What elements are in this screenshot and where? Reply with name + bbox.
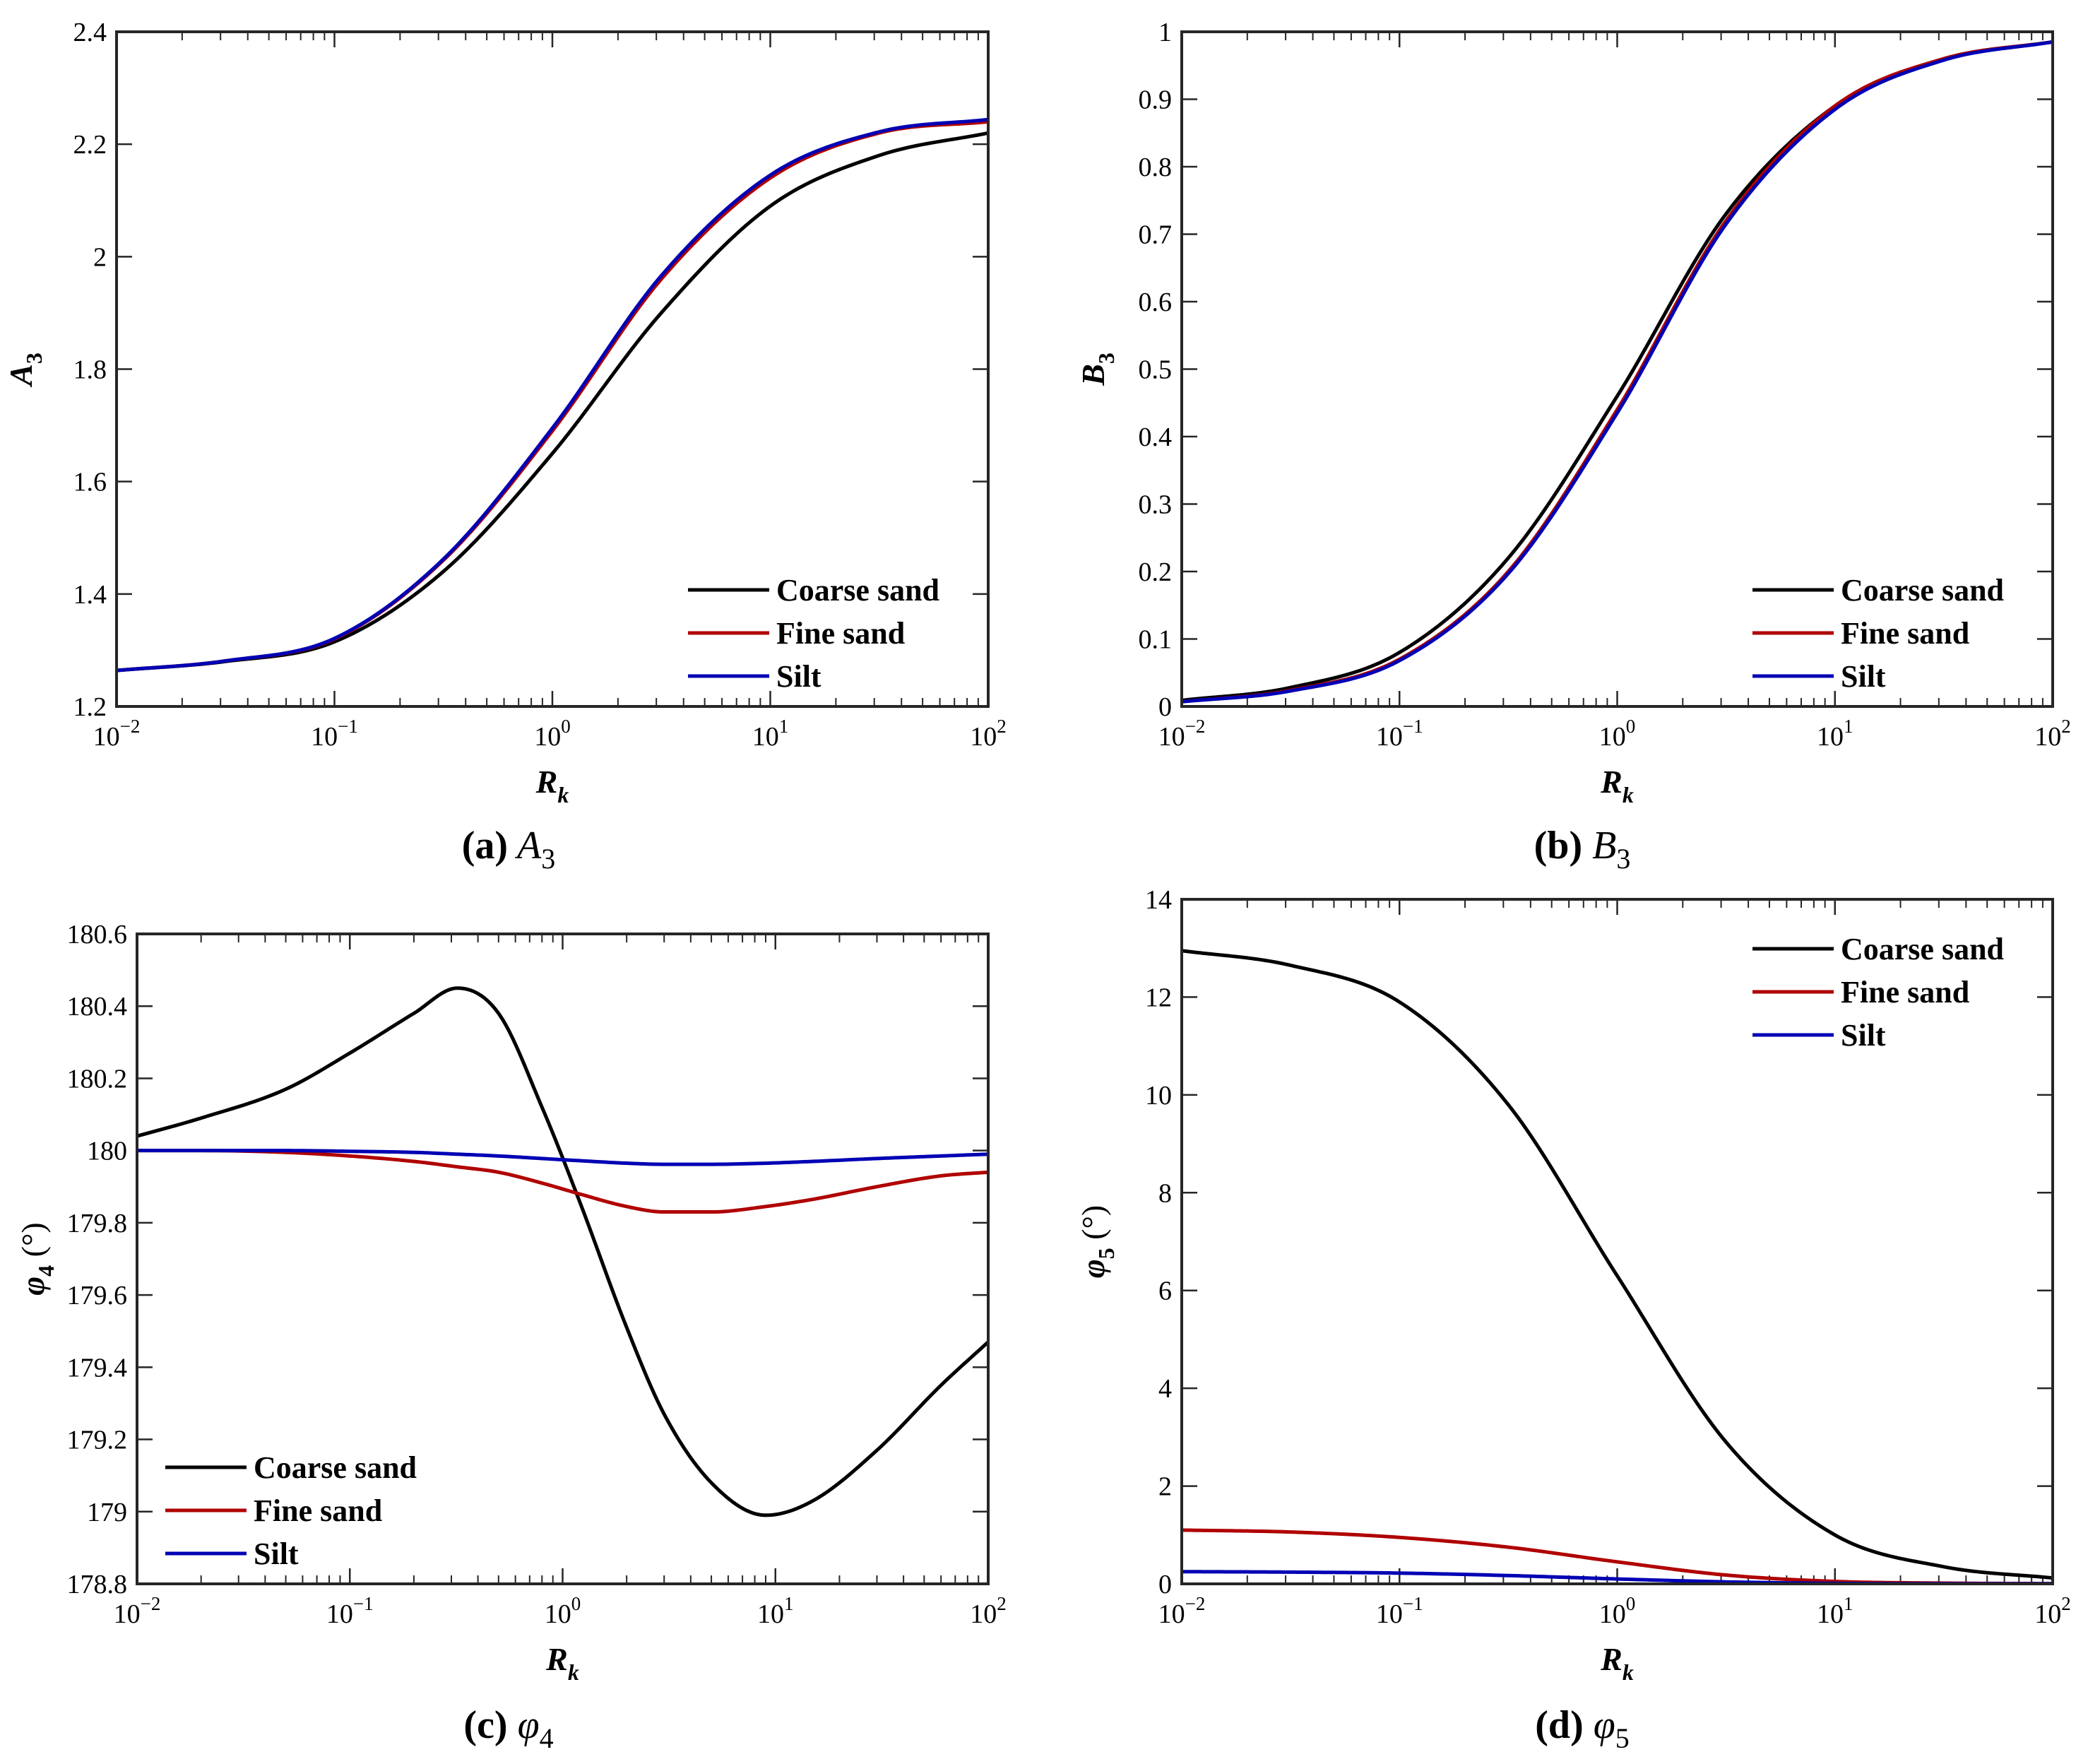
- series-line-silt: [1182, 40, 2053, 704]
- series-line-coarse: [1182, 949, 2053, 1580]
- y-tick-label: 14: [1145, 885, 1172, 915]
- y-tick-label: 0.6: [1139, 288, 1173, 317]
- axes-box: [136, 933, 990, 1585]
- y-tick-label: 0.1: [1139, 625, 1173, 655]
- y-tick-label: 0.9: [1139, 85, 1173, 115]
- x-axis-label: Rk: [545, 1641, 579, 1685]
- x-tick-label: 101: [1817, 716, 1853, 752]
- y-tick-label: 8: [1158, 1178, 1172, 1208]
- legend-label-fine: Fine sand: [254, 1493, 382, 1528]
- y-tick-label: 12: [1145, 983, 1172, 1012]
- x-tick-label: 102: [970, 1593, 1007, 1629]
- y-tick-label: 0.8: [1139, 153, 1173, 182]
- y-tick-label: 6: [1158, 1277, 1172, 1306]
- y-tick-label: 179.8: [67, 1209, 128, 1238]
- axes-box: [1180, 898, 2054, 1585]
- legend: Coarse sand Fine sand Silt: [165, 1450, 417, 1571]
- series-line-coarse: [137, 986, 988, 1517]
- y-tick-label: 1.2: [73, 692, 107, 722]
- legend: Coarse sand Fine sand Silt: [1752, 573, 2004, 694]
- chart-panel-a: 10−2 10−1 100 101 102 1.2 1.4 1.6 1.8 2 2.2 2.4 Coar…: [3, 18, 1007, 875]
- y-tick-label: 10: [1145, 1081, 1172, 1111]
- x-tick-label: 10−1: [311, 716, 358, 752]
- chart-panel-b: 10−2 10−1 100 101 102 0 0.1 0.2 0.3 0.4 0.5 0.6 0.7 0…: [1075, 18, 2071, 875]
- legend-label-coarse: Coarse sand: [1841, 932, 2004, 966]
- y-tick-label: 0.4: [1139, 422, 1173, 452]
- y-tick-label: 179.2: [67, 1426, 128, 1455]
- x-tick-label: 100: [1599, 1593, 1636, 1629]
- legend: Coarse sand Fine sand Silt: [1752, 932, 2004, 1053]
- y-tick-label: 2.2: [73, 130, 107, 160]
- x-tick-label: 100: [545, 1593, 581, 1629]
- x-tick-label: 10−1: [1376, 716, 1423, 752]
- y-tick-label: 0.5: [1139, 355, 1173, 385]
- y-tick-label: 179: [87, 1498, 127, 1527]
- axes-box: [115, 30, 990, 708]
- y-tick-label: 1.8: [73, 355, 107, 385]
- y-tick-label: 180.4: [67, 992, 128, 1022]
- x-tick-label: 10−1: [1376, 1593, 1423, 1629]
- y-axis-label: φ5 (°): [1075, 1205, 1119, 1278]
- x-tick-label: 10−2: [1158, 716, 1206, 752]
- axes-box: [1180, 30, 2054, 708]
- y-tick-label: 0: [1158, 692, 1172, 722]
- y-tick-label: 180.6: [67, 920, 128, 949]
- subfigure-caption: (a) A3: [462, 824, 556, 875]
- series-line-silt: [117, 117, 988, 673]
- y-tick-label: 1: [1158, 18, 1172, 47]
- y-tick-label: 1.4: [73, 580, 107, 610]
- x-tick-label: 10−2: [1158, 1593, 1206, 1629]
- x-tick-label: 102: [2034, 716, 2071, 752]
- y-tick-label: 2.4: [73, 18, 107, 47]
- legend-label-silt: Silt: [776, 659, 821, 694]
- y-tick-label: 0.3: [1139, 490, 1173, 520]
- legend-label-coarse: Coarse sand: [776, 573, 939, 608]
- x-tick-label: 102: [970, 716, 1007, 752]
- y-tick-label: 1.6: [73, 468, 107, 497]
- y-tick-label: 0.2: [1139, 557, 1173, 587]
- y-axis-label: B3: [1075, 353, 1119, 386]
- x-tick-label: 101: [757, 1593, 794, 1629]
- x-axis-label: Rk: [1600, 1641, 1634, 1685]
- x-tick-label: 10−2: [114, 1593, 161, 1629]
- series-line-silt: [137, 1149, 988, 1166]
- y-axis-label: φ4 (°): [15, 1222, 59, 1295]
- y-tick-label: 0.7: [1139, 220, 1173, 250]
- y-tick-label: 2: [93, 242, 107, 272]
- y-tick-label: 179.4: [67, 1353, 128, 1383]
- y-tick-label: 180: [87, 1137, 127, 1166]
- x-tick-label: 100: [1599, 716, 1636, 752]
- chart-panel-c: 10−2 10−1 100 101 102 178.8 179 179.2 179.4 179.6…: [15, 920, 1007, 1754]
- x-axis-label: Rk: [535, 764, 569, 807]
- y-axis-label: A3: [3, 353, 47, 388]
- legend-label-coarse: Coarse sand: [254, 1450, 417, 1485]
- y-tick-label: 178.8: [67, 1570, 128, 1599]
- x-tick-label: 102: [2034, 1593, 2071, 1629]
- legend-label-silt: Silt: [254, 1537, 299, 1571]
- legend-label-silt: Silt: [1841, 1018, 1886, 1053]
- y-tick-label: 0: [1158, 1570, 1172, 1599]
- subfigure-caption: (c) φ4: [463, 1703, 553, 1754]
- legend-label-coarse: Coarse sand: [1841, 573, 2004, 608]
- subfigure-caption: (d) φ5: [1535, 1703, 1629, 1754]
- x-axis-label: Rk: [1600, 764, 1634, 807]
- x-tick-label: 10−2: [93, 716, 141, 752]
- x-minor-ticks: [200, 934, 980, 1584]
- x-tick-label: 101: [752, 716, 789, 752]
- legend: Coarse sand Fine sand Silt: [688, 573, 939, 694]
- x-tick-label: 10−1: [326, 1593, 374, 1629]
- chart-panel-d: 10−2 10−1 100 101 102 0 2 4 6 8 10 12 14 Coarse sand F…: [1075, 885, 2071, 1754]
- legend-label-silt: Silt: [1841, 659, 1886, 694]
- y-tick-label: 180.2: [67, 1064, 128, 1094]
- x-tick-label: 101: [1817, 1593, 1853, 1629]
- legend-label-fine: Fine sand: [1841, 616, 1969, 651]
- y-tick-label: 2: [1158, 1472, 1172, 1502]
- legend-label-fine: Fine sand: [1841, 975, 1969, 1010]
- y-tick-label: 4: [1158, 1374, 1172, 1404]
- y-tick-label: 179.6: [67, 1281, 128, 1310]
- legend-label-fine: Fine sand: [776, 616, 905, 651]
- x-tick-label: 100: [534, 716, 571, 752]
- subfigure-caption: (b) B3: [1534, 824, 1631, 875]
